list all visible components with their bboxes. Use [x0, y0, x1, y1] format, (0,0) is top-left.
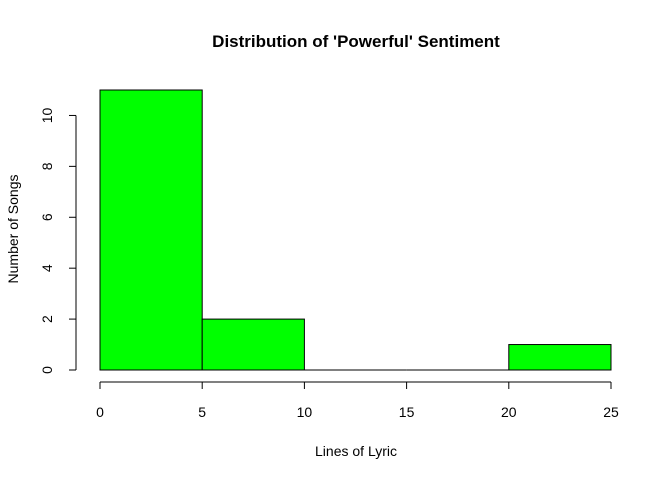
y-tick-label: 4 [39, 264, 55, 272]
y-axis: 0 2 4 6 8 10 [39, 107, 77, 374]
x-tick-label: 25 [603, 404, 619, 420]
y-tick-label: 2 [39, 315, 55, 323]
x-axis-label: Lines of Lyric [315, 443, 397, 459]
y-tick-label: 6 [39, 213, 55, 221]
histogram-bar [201, 318, 305, 371]
histogram-bar [508, 344, 612, 371]
chart-title: Distribution of 'Powerful' Sentiment [212, 32, 500, 51]
x-tick-label: 20 [501, 404, 517, 420]
x-tick-label: 0 [96, 404, 104, 420]
y-tick-label: 10 [39, 107, 55, 123]
x-tick-label: 5 [198, 404, 206, 420]
y-tick-label: 0 [39, 366, 55, 374]
x-tick-label: 10 [297, 404, 313, 420]
bars-group [99, 89, 612, 371]
y-tick-label: 8 [39, 162, 55, 170]
x-axis: 0 5 10 15 20 25 [96, 381, 619, 420]
histogram-bar [99, 89, 203, 371]
y-axis-label: Number of Songs [5, 175, 21, 284]
x-tick-label: 15 [399, 404, 415, 420]
